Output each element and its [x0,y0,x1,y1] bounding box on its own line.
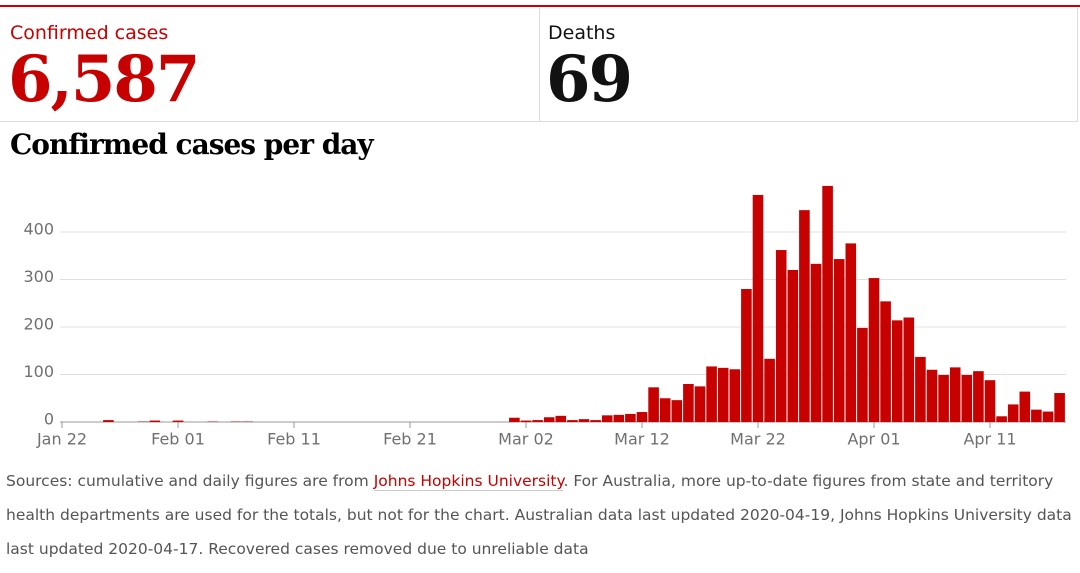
bar [1042,411,1054,422]
y-tick-label: 300 [23,267,54,286]
header-rule [0,121,1078,122]
bar [694,386,706,422]
bar [891,320,903,422]
bar [555,415,567,422]
bar [578,419,590,422]
bar [949,367,961,422]
y-tick-label: 200 [23,315,54,334]
cases-label: Confirmed cases [10,22,169,44]
bar [567,420,578,422]
chart-title: Confirmed cases per day [10,128,374,161]
bar [868,278,880,422]
bar [787,270,799,422]
bar [613,414,625,422]
sources: Sources: cumulative and daily figures ar… [6,464,1076,566]
bar [880,301,891,422]
bar [601,415,613,422]
bar [149,420,161,422]
sources-text: . For Australia, more up-to-date figures… [6,472,1072,558]
bar [543,417,555,422]
cases-value: 6,587 [8,42,200,117]
bar [833,259,845,422]
x-tick-label: Mar 22 [730,430,786,449]
bar [729,369,741,422]
deaths-value: 69 [546,42,633,117]
bar [625,413,636,422]
bar [671,400,683,422]
x-tick-label: Mar 12 [614,430,670,449]
bar [845,243,857,422]
bar [741,289,752,422]
x-tick-label: Jan 22 [36,430,87,449]
y-tick-label: 0 [44,410,54,429]
bar [984,380,996,422]
bar [172,420,184,422]
x-tick-label: Feb 21 [383,430,437,449]
bar [973,371,984,422]
bar [915,356,926,422]
bar [648,387,659,422]
bar [520,420,532,422]
divider [539,8,540,121]
bar [103,420,114,422]
x-tick-label: Mar 02 [498,430,554,449]
x-tick-label: Apr 11 [963,430,1016,449]
top-rule [0,5,1080,7]
bar [810,263,822,422]
y-tick-label: 400 [23,220,54,239]
bar [509,417,520,422]
bar [706,366,717,422]
bar [636,412,648,422]
x-tick-label: Apr 01 [847,430,900,449]
bar [1007,404,1019,422]
bar [799,210,810,422]
bar [938,374,949,422]
deaths-label: Deaths [548,22,616,44]
y-tick-label: 100 [23,362,54,381]
bar [996,416,1007,422]
divider [1077,8,1078,121]
sources-text: Sources: cumulative and daily figures ar… [6,472,374,490]
bar [775,250,787,422]
bar [1054,393,1065,422]
bar [659,398,671,422]
bar [764,358,775,422]
bar [903,317,915,422]
x-tick-label: Feb 11 [267,430,321,449]
bar [857,327,868,422]
bar [532,420,543,422]
bar [961,374,973,422]
x-tick-label: Feb 01 [151,430,205,449]
chart: 0 100 200 300 400 Jan 22 Feb 01 Feb 11 Feb 21 Mar… [23,185,1066,449]
bar [590,420,601,422]
bar [683,384,694,422]
bar [717,367,729,422]
bar [1019,391,1031,422]
bar [926,369,938,422]
bar [822,185,833,422]
bar [1031,409,1042,422]
sources-link[interactable]: Johns Hopkins University [373,472,564,491]
bar [752,194,764,422]
